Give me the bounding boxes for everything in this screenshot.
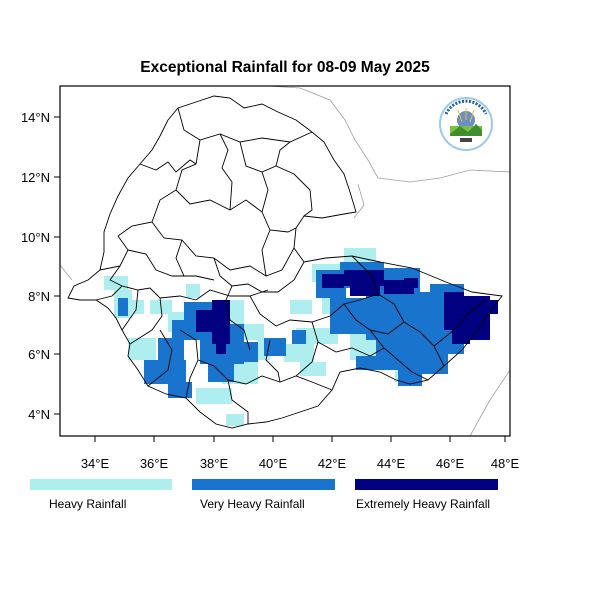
legend-swatch-extremely-heavy <box>355 479 498 490</box>
map-plot-area <box>60 86 510 436</box>
lon-label: 36°E <box>140 456 169 471</box>
ethiopia-boundaries <box>67 95 503 429</box>
map-legend: Heavy Rainfall Very Heavy Rainfall Extre… <box>30 479 498 511</box>
lat-label: 14°N <box>21 110 50 125</box>
lat-label: 6°N <box>28 347 50 362</box>
axis-ticks <box>54 116 506 442</box>
lon-label: 46°E <box>436 456 465 471</box>
legend-label-heavy: Heavy Rainfall <box>49 497 126 511</box>
map-frame <box>59 85 511 437</box>
lon-label: 44°E <box>377 456 406 471</box>
map-title: Exceptional Rainfall for 08-09 May 2025 <box>140 59 430 76</box>
neighbor-borders <box>60 86 510 436</box>
legend-swatch-heavy <box>30 479 172 490</box>
lat-label: 12°N <box>21 170 50 185</box>
lat-label: 4°N <box>28 407 50 422</box>
lon-label: 40°E <box>259 456 288 471</box>
lon-label: 42°E <box>318 456 347 471</box>
lon-label: 38°E <box>200 456 229 471</box>
legend-label-very-heavy: Very Heavy Rainfall <box>200 497 305 511</box>
latitude-labels: 14°N 12°N 10°N 8°N 6°N 4°N <box>21 110 50 422</box>
longitude-labels: 34°E 36°E 38°E 40°E 42°E 44°E 46°E 48°E <box>81 456 520 471</box>
ethiopia-outline <box>67 95 503 429</box>
lon-label: 34°E <box>81 456 110 471</box>
lat-label: 10°N <box>21 230 50 245</box>
legend-swatch-very-heavy <box>192 479 335 490</box>
lon-label: 48°E <box>491 456 520 471</box>
ethiopian-meteorology-institute-logo <box>439 97 493 151</box>
lat-label: 8°N <box>28 289 50 304</box>
legend-label-extremely-heavy: Extremely Heavy Rainfall <box>356 497 490 511</box>
